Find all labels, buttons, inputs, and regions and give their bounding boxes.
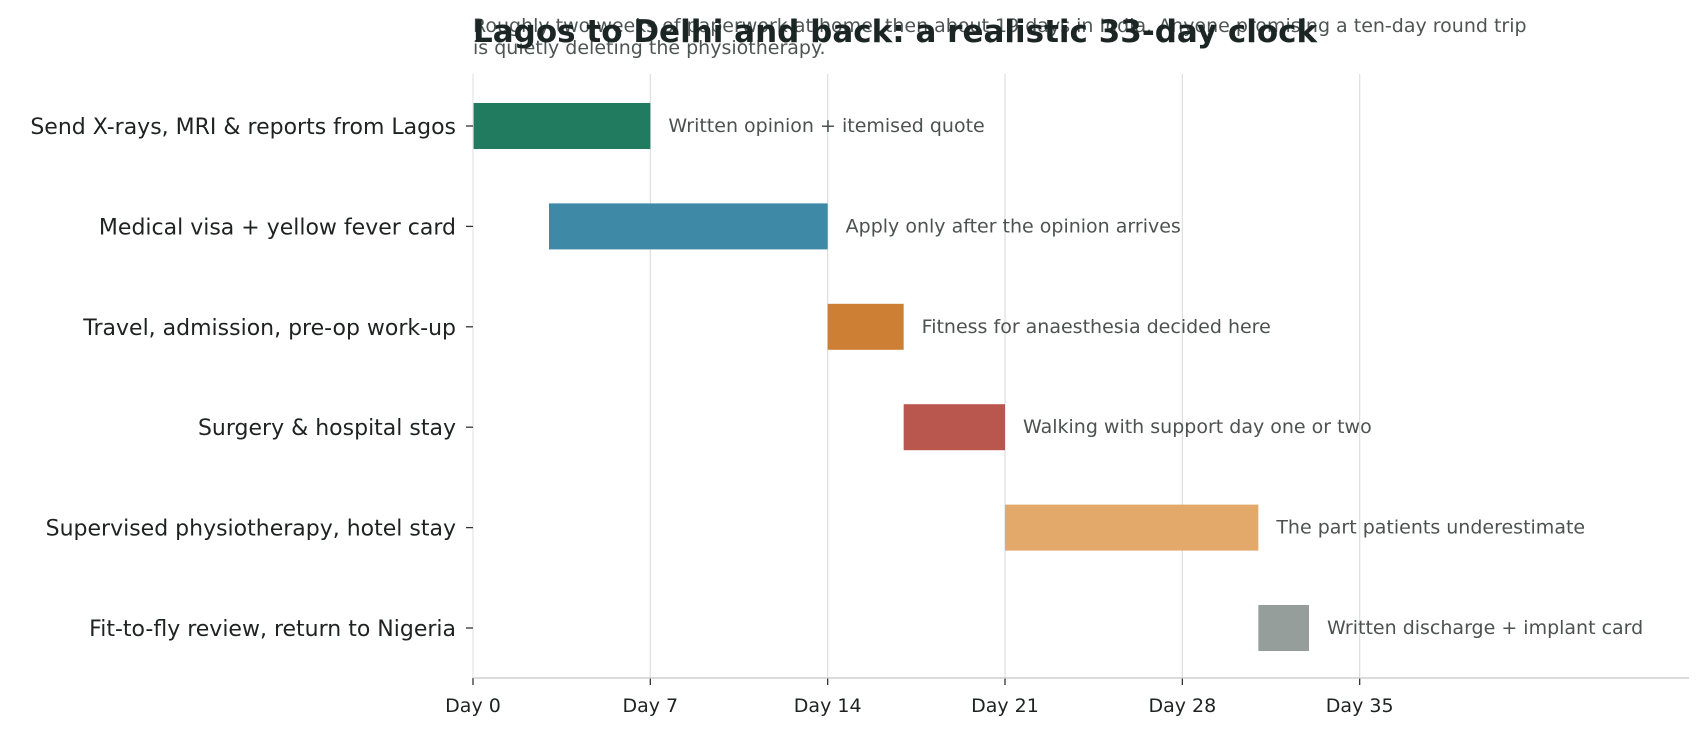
chart-subtitle-line-2: is quietly deleting the physiotherapy. — [473, 37, 826, 59]
chart-subtitle-line-1: Roughly two weeks of paperwork at home, … — [473, 15, 1527, 37]
annotation-4: Walking with support day one or two — [1023, 416, 1372, 438]
category-labels: Send X-rays, MRI & reports from Lagos Med… — [30, 115, 473, 642]
x-tick-label-2: Day 14 — [794, 695, 862, 717]
x-tick-label-0: Day 0 — [445, 695, 501, 717]
bar-task-6 — [1258, 605, 1309, 651]
annotation-2: Apply only after the opinion arrives — [846, 215, 1181, 237]
bar-task-5 — [1005, 504, 1259, 551]
x-tick-label-3: Day 21 — [971, 695, 1039, 717]
bar-task-4 — [903, 404, 1005, 451]
chart-title: Lagos to Delhi and back: a realistic 33-… — [473, 14, 1319, 50]
x-tick-label-5: Day 35 — [1326, 695, 1394, 717]
category-label-2: Medical visa + yellow fever card — [99, 215, 456, 240]
x-tick-label-1: Day 7 — [623, 695, 679, 717]
category-label-6: Fit-to-fly review, return to Nigeria — [89, 617, 456, 642]
category-label-5: Supervised physiotherapy, hotel stay — [46, 517, 456, 542]
x-tick-label-4: Day 28 — [1148, 695, 1216, 717]
category-label-4: Surgery & hospital stay — [198, 416, 456, 441]
bar-task-2 — [549, 203, 828, 250]
bar-annotations: Written opinion + itemised quote Apply on… — [668, 115, 1643, 639]
x-axis: Day 0 Day 7 Day 14 Day 21 Day 28 Day 35 — [445, 74, 1689, 717]
task-bars — [473, 103, 1309, 651]
annotation-1: Written opinion + itemised quote — [668, 115, 984, 137]
category-label-1: Send X-rays, MRI & reports from Lagos — [30, 115, 456, 140]
annotation-3: Fitness for anaesthesia decided here — [922, 316, 1271, 338]
bar-task-1 — [473, 103, 651, 149]
annotation-5: The part patients underestimate — [1275, 517, 1585, 539]
grid-lines — [472, 74, 1361, 678]
category-label-3: Travel, admission, pre-op work-up — [82, 316, 456, 341]
annotation-6: Written discharge + implant card — [1327, 617, 1643, 639]
bar-task-3 — [827, 303, 904, 350]
